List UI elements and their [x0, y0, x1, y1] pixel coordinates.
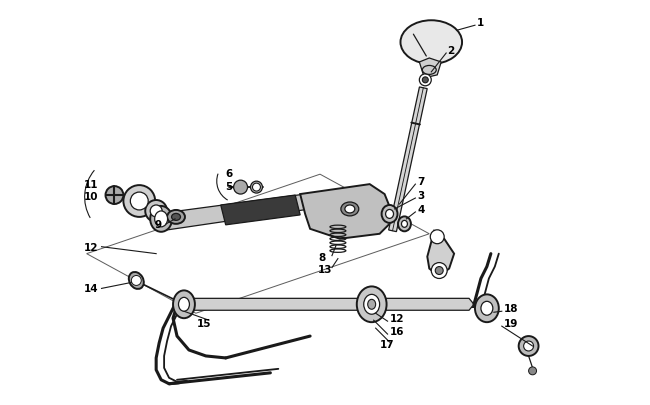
Text: 11: 11 — [84, 180, 98, 190]
Text: 19: 19 — [504, 318, 518, 328]
Ellipse shape — [150, 207, 172, 232]
Ellipse shape — [402, 221, 408, 228]
Text: 14: 14 — [84, 284, 98, 294]
Circle shape — [419, 75, 431, 87]
Text: 15: 15 — [197, 318, 211, 328]
Circle shape — [524, 341, 534, 351]
Text: 3: 3 — [417, 191, 424, 200]
Ellipse shape — [398, 217, 411, 232]
Text: 2: 2 — [447, 46, 454, 56]
Ellipse shape — [155, 211, 168, 227]
Text: 13: 13 — [318, 264, 333, 274]
Text: 9: 9 — [154, 220, 161, 229]
Text: 12: 12 — [84, 242, 98, 252]
Text: 5: 5 — [226, 182, 233, 192]
Ellipse shape — [368, 300, 376, 309]
Ellipse shape — [150, 205, 162, 217]
Circle shape — [252, 184, 261, 192]
Ellipse shape — [475, 294, 499, 322]
Ellipse shape — [382, 205, 398, 223]
Circle shape — [519, 336, 539, 356]
Text: 16: 16 — [389, 326, 404, 336]
Text: 8: 8 — [318, 252, 325, 262]
Ellipse shape — [345, 205, 355, 213]
Ellipse shape — [131, 193, 148, 211]
Ellipse shape — [364, 294, 380, 314]
Ellipse shape — [400, 21, 462, 65]
Polygon shape — [156, 194, 310, 231]
Circle shape — [422, 78, 428, 83]
Text: 12: 12 — [389, 313, 404, 324]
Text: 1: 1 — [477, 18, 484, 28]
Ellipse shape — [172, 214, 181, 221]
Ellipse shape — [250, 182, 263, 194]
Circle shape — [436, 267, 443, 275]
Circle shape — [528, 367, 536, 375]
Ellipse shape — [105, 187, 124, 205]
Ellipse shape — [341, 202, 359, 216]
Ellipse shape — [129, 272, 144, 289]
Circle shape — [430, 230, 444, 244]
Ellipse shape — [124, 185, 155, 217]
Polygon shape — [300, 185, 395, 239]
Circle shape — [431, 263, 447, 279]
Ellipse shape — [173, 291, 195, 318]
Ellipse shape — [179, 298, 189, 311]
Polygon shape — [221, 196, 300, 225]
Ellipse shape — [357, 287, 387, 322]
Ellipse shape — [385, 210, 393, 219]
Text: 6: 6 — [226, 169, 233, 179]
Text: 7: 7 — [417, 177, 424, 187]
Polygon shape — [389, 88, 427, 232]
Text: 17: 17 — [380, 339, 395, 349]
Polygon shape — [183, 298, 474, 311]
Ellipse shape — [145, 200, 167, 222]
Ellipse shape — [481, 302, 493, 315]
Circle shape — [131, 276, 141, 286]
Text: 18: 18 — [504, 303, 518, 313]
Polygon shape — [427, 231, 454, 277]
Text: 4: 4 — [417, 205, 424, 214]
Ellipse shape — [422, 66, 436, 75]
Ellipse shape — [167, 211, 185, 224]
Polygon shape — [419, 59, 441, 79]
Ellipse shape — [233, 181, 248, 194]
Text: 10: 10 — [84, 192, 98, 202]
